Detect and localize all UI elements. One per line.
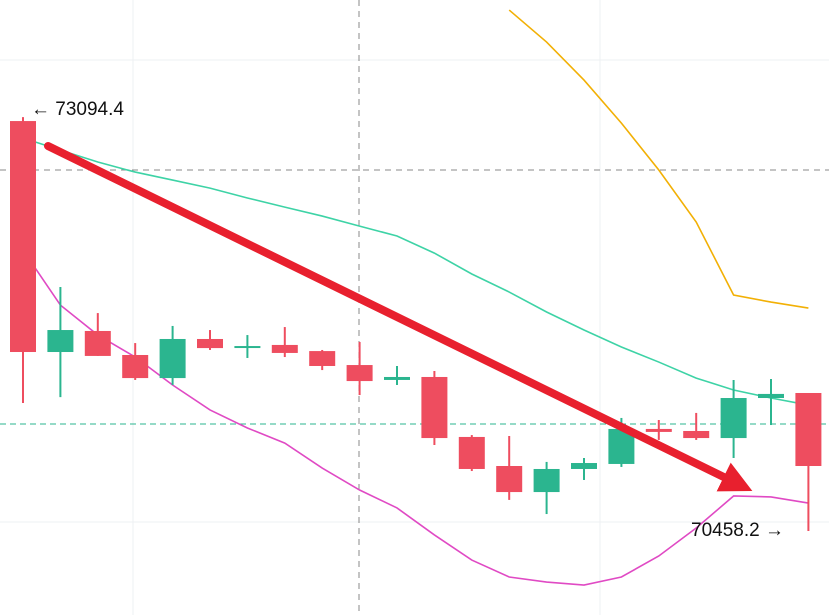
indicator-line <box>508 9 809 309</box>
candle-body <box>720 398 747 439</box>
arrow-left: ← <box>31 99 55 120</box>
candle-body <box>421 376 448 439</box>
high-value: 73094.4 <box>55 99 124 120</box>
low-value: 70458.2 <box>691 520 760 541</box>
indicator-line <box>22 249 809 586</box>
candle-body <box>496 465 523 493</box>
trend-arrow <box>44 142 753 492</box>
indicator-lines <box>22 9 809 586</box>
candle-body <box>571 463 597 469</box>
arrow-right: → <box>760 520 784 541</box>
candle-body <box>159 338 186 379</box>
candle-body <box>309 351 336 366</box>
candle-body <box>645 428 672 432</box>
candle-body <box>683 430 710 439</box>
candle-body <box>197 338 223 349</box>
candle-body <box>10 121 36 353</box>
candle-body <box>47 330 74 353</box>
candle-body <box>533 468 560 493</box>
candle-body <box>234 346 261 349</box>
candle-body <box>122 354 149 379</box>
candle-body <box>271 344 298 353</box>
candle-body <box>384 376 410 380</box>
low-label: 70458.2 → <box>691 520 784 541</box>
high-label: ← 73094.4 <box>31 99 124 120</box>
candle-body <box>758 393 784 399</box>
candle-body <box>346 365 373 382</box>
indicator-line <box>22 137 809 406</box>
candle-body <box>84 330 111 356</box>
candle-body <box>458 436 485 469</box>
candle-body <box>795 392 822 466</box>
candles <box>10 117 822 531</box>
